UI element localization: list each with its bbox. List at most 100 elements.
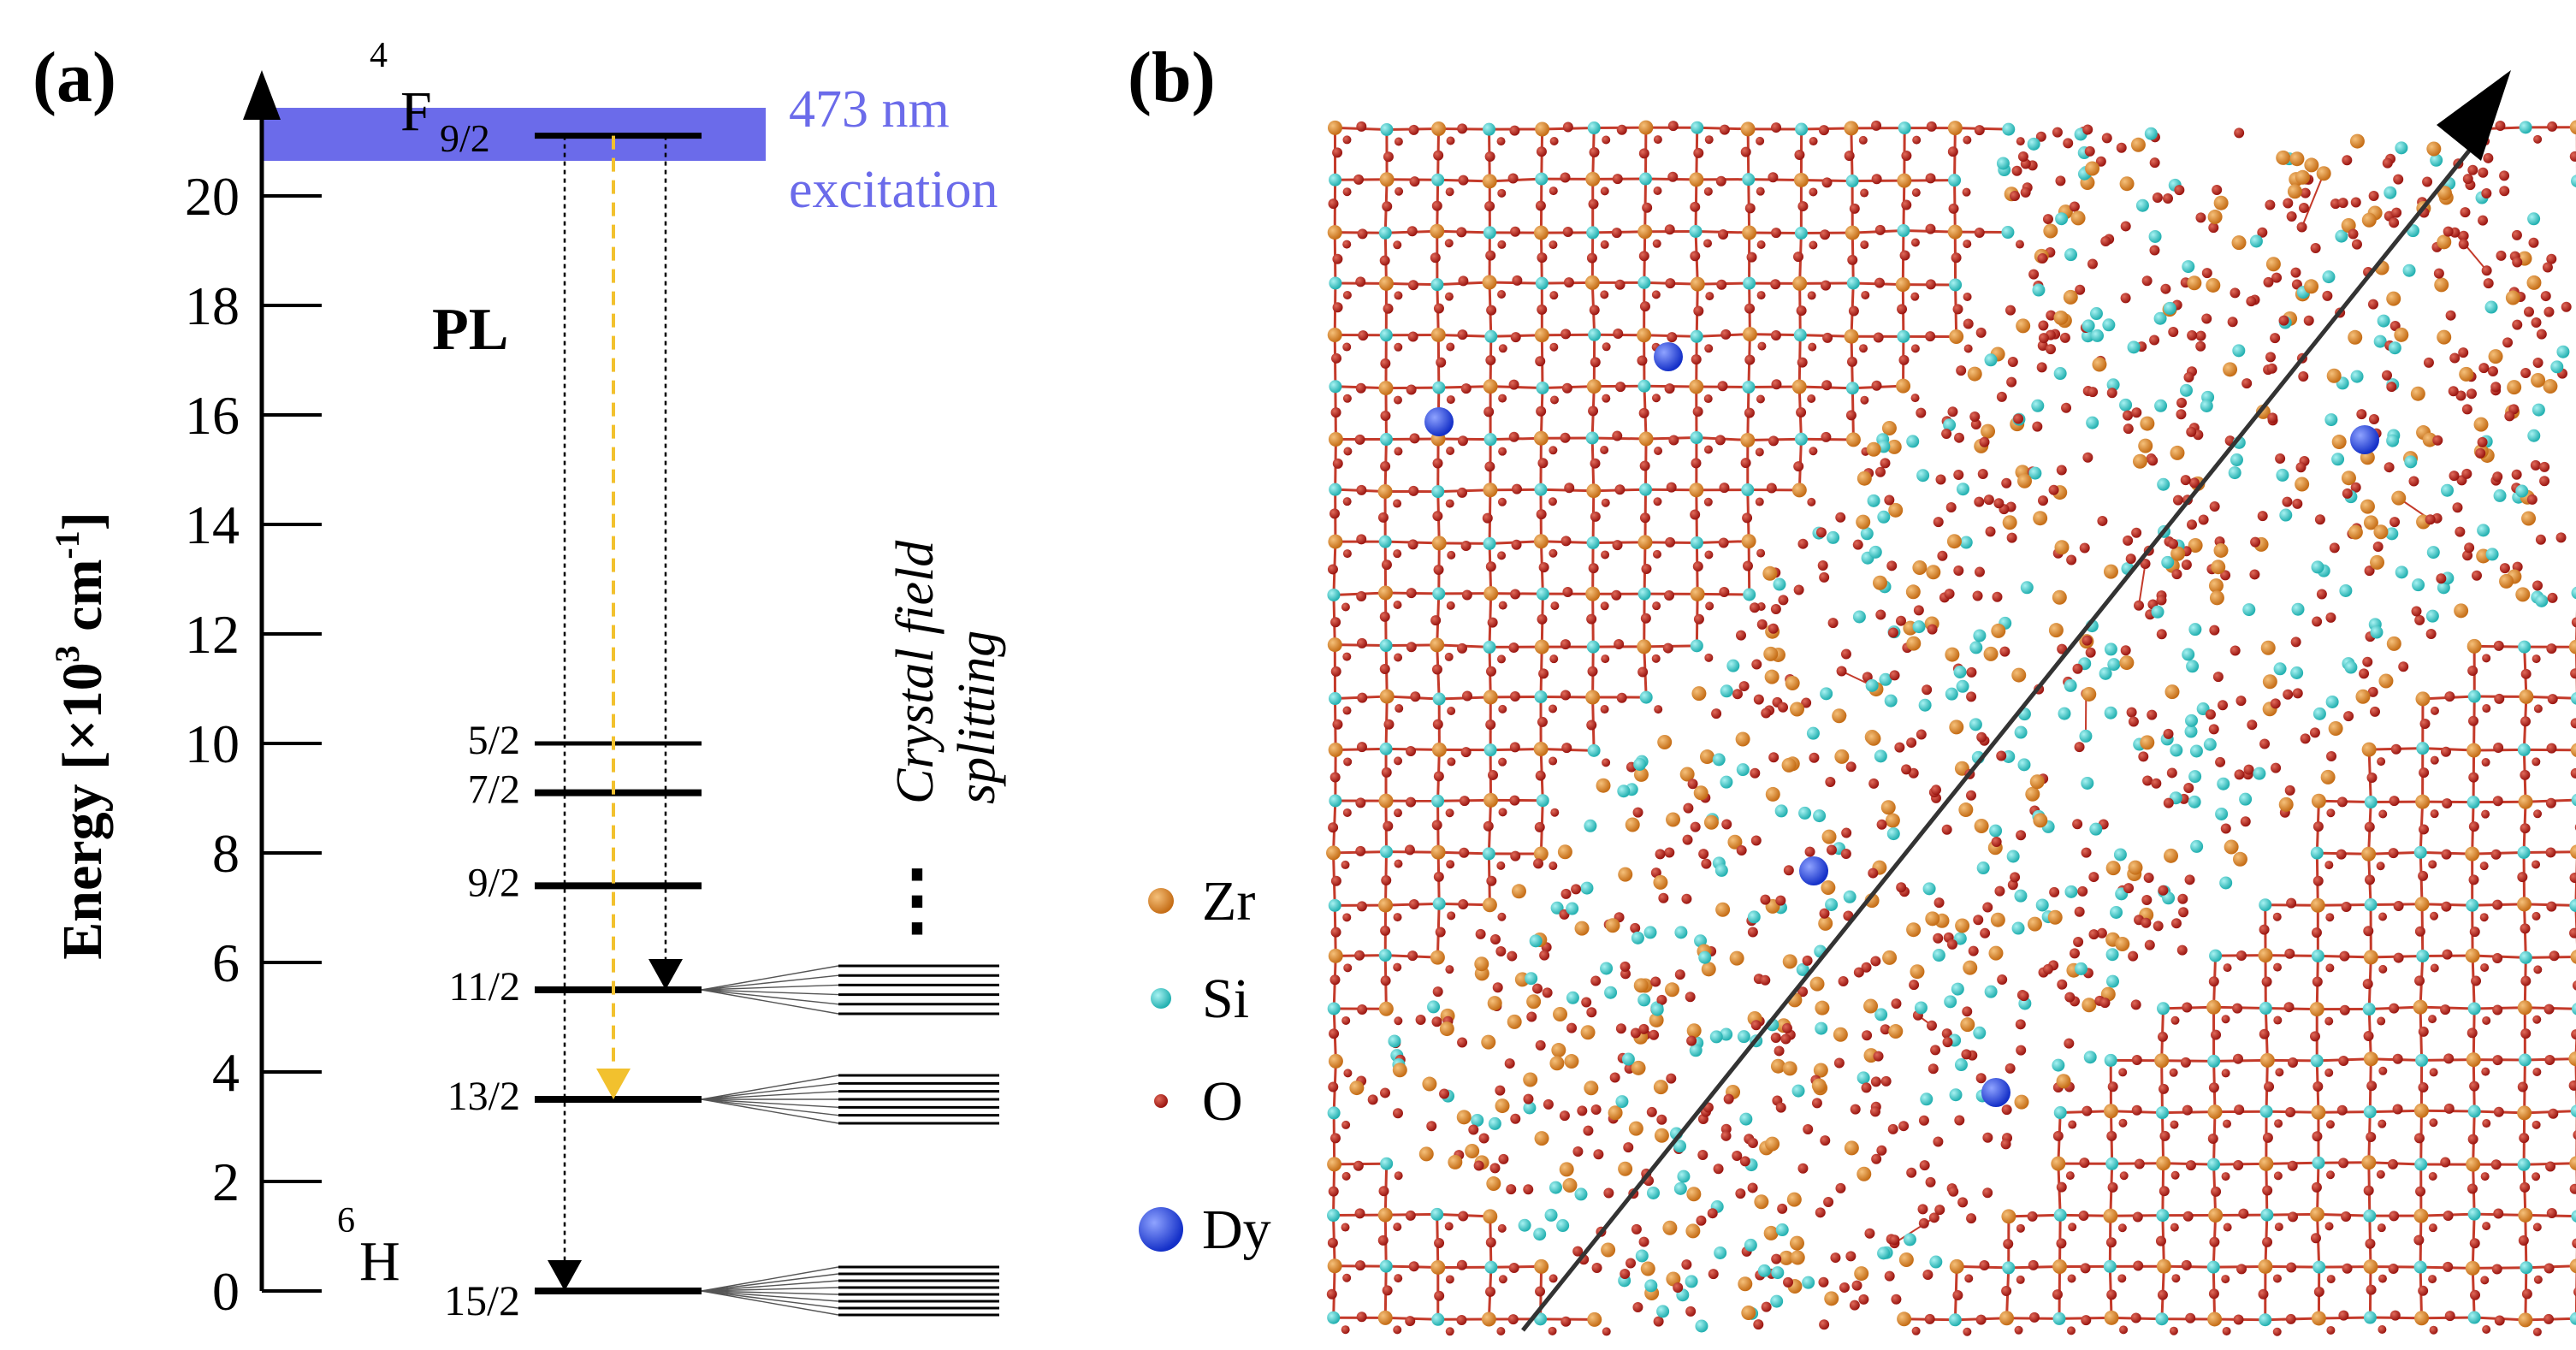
zr-atom xyxy=(1690,276,1705,292)
oxygen-atom xyxy=(2418,1285,2429,1296)
oxygen-atom xyxy=(1434,1238,1445,1249)
oxygen-atom xyxy=(1898,1121,1910,1132)
zr-atom xyxy=(2103,564,2118,579)
oxygen-atom xyxy=(1395,187,1404,196)
oxygen-atom xyxy=(1853,967,1864,978)
oxygen-atom xyxy=(2460,207,2471,218)
oxygen-atom xyxy=(2234,1104,2245,1116)
oxygen-atom xyxy=(1874,277,1885,288)
oxygen-atom xyxy=(1433,303,1444,314)
oxygen-atom xyxy=(1356,534,1367,545)
oxygen-atom xyxy=(1612,174,1623,185)
oxygen-atom xyxy=(2392,1104,2403,1115)
oxygen-atom xyxy=(2442,949,2453,960)
oxygen-atom xyxy=(1326,1288,1337,1300)
zr-atom xyxy=(2349,133,2365,149)
zr-atom xyxy=(1666,812,1681,827)
legend-marker-dy xyxy=(1139,1207,1183,1252)
zr-atom xyxy=(2434,277,2449,293)
oxygen-atom xyxy=(2312,1131,2323,1142)
oxygen-atom xyxy=(1613,329,1624,340)
oxygen-atom xyxy=(1809,137,1818,146)
si-atom xyxy=(2104,642,2117,656)
oxygen-atom xyxy=(2468,821,2479,832)
dy-atom xyxy=(1981,1078,2010,1107)
oxygen-atom xyxy=(1652,549,1661,559)
oxygen-atom xyxy=(1433,564,1444,575)
oxygen-atom xyxy=(1588,563,1599,574)
oxygen-atom xyxy=(2016,137,2025,146)
oxygen-atom xyxy=(2170,918,2182,929)
si-atom xyxy=(1544,1208,1558,1222)
si-atom xyxy=(2425,609,2439,623)
si-atom xyxy=(1650,1003,1664,1016)
oxygen-atom xyxy=(2274,1119,2283,1128)
oxygen-atom xyxy=(2561,301,2572,312)
oxygen-atom xyxy=(1355,276,1366,287)
oxygen-atom xyxy=(2549,950,2560,962)
si-atom xyxy=(2312,707,2326,720)
zr-atom xyxy=(1789,1235,1804,1251)
oxygen-atom xyxy=(2001,1104,2012,1116)
si-atom xyxy=(1773,577,1786,591)
si-atom xyxy=(1378,535,1392,548)
oxygen-atom xyxy=(1354,1208,1365,1219)
si-atom xyxy=(1327,1106,1341,1120)
zr-atom xyxy=(2170,445,2185,460)
zr-atom xyxy=(2130,137,2146,152)
zr-atom xyxy=(1764,669,1780,684)
oxygen-atom xyxy=(1847,254,1858,265)
oxygen-atom xyxy=(1705,601,1714,611)
oxygen-atom xyxy=(1523,1093,1534,1104)
oxygen-atom xyxy=(2532,1172,2541,1181)
oxygen-atom xyxy=(1484,200,1495,211)
zr-atom xyxy=(1947,224,1963,240)
oxygen-atom xyxy=(1750,835,1762,846)
oxygen-atom xyxy=(1942,1037,1953,1048)
oxygen-atom xyxy=(1342,240,1352,249)
oxygen-atom xyxy=(1793,461,1804,472)
zr-atom xyxy=(1863,998,1879,1014)
zr-atom xyxy=(1637,639,1652,654)
oxygen-atom xyxy=(1379,663,1390,674)
si-atom xyxy=(2104,1053,2117,1067)
si-atom xyxy=(2571,793,2576,807)
oxygen-atom xyxy=(2367,686,2378,697)
si-atom xyxy=(1556,1219,1570,1233)
oxygen-atom xyxy=(1354,434,1365,445)
oxygen-atom xyxy=(2177,893,2188,904)
zr-atom xyxy=(1897,173,1912,188)
oxygen-atom xyxy=(1394,137,1403,146)
oxygen-atom xyxy=(1328,822,1339,833)
zr-atom xyxy=(2278,796,2294,812)
splitting-fan-line xyxy=(701,974,839,991)
oxygen-atom xyxy=(1330,666,1341,677)
si-atom xyxy=(1743,276,1756,290)
oxygen-atom xyxy=(1631,1223,1642,1235)
oxygen-atom xyxy=(2520,367,2532,378)
oxygen-atom xyxy=(1756,187,1765,196)
oxygen-atom xyxy=(1690,509,1701,520)
oxygen-atom xyxy=(1447,911,1456,921)
si-atom xyxy=(2395,141,2408,155)
dy-atom xyxy=(1799,856,1828,885)
si-atom xyxy=(1635,1249,1649,1263)
zr-atom xyxy=(1990,912,2005,927)
oxygen-atom xyxy=(1698,849,1709,860)
zr-atom xyxy=(2103,1208,2118,1223)
si-atom xyxy=(2415,1053,2429,1067)
oxygen-atom xyxy=(1871,380,1882,391)
oxygen-atom xyxy=(2491,1264,2502,1275)
oxygen-atom xyxy=(2389,1310,2401,1321)
oxygen-atom xyxy=(1819,908,1830,919)
oxygen-atom xyxy=(2326,1170,2336,1180)
oxygen-atom xyxy=(2547,694,2558,705)
oxygen-atom xyxy=(1756,394,1765,404)
oxygen-atom xyxy=(1332,458,1343,469)
oxygen-atom xyxy=(1407,280,1418,291)
zr-atom xyxy=(1854,1266,1869,1282)
oxygen-atom xyxy=(1690,251,1701,262)
oxygen-atom xyxy=(2262,1185,2273,1196)
oxygen-atom xyxy=(1925,1176,1936,1187)
oxygen-atom xyxy=(1747,927,1758,938)
